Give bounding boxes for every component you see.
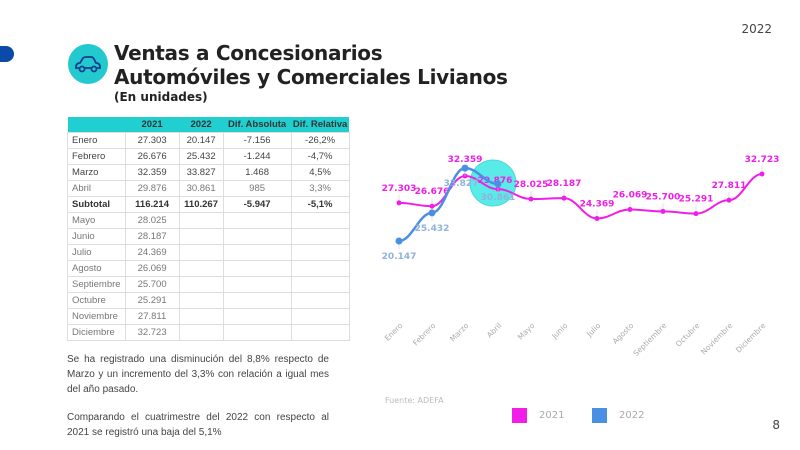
data-point (726, 197, 732, 203)
data-point (594, 216, 600, 222)
page-number: 8 (772, 418, 780, 432)
data-label: 33.827 (444, 179, 479, 189)
column-header: 2022 (179, 117, 224, 133)
x-tick-label: Septiembre (631, 321, 668, 358)
table-cell: Diciembre (67, 324, 126, 341)
table-row: Agosto 26.069 (67, 260, 350, 277)
column-header (67, 117, 126, 133)
year-label: 2022 (741, 22, 772, 36)
table-row: Febrero 26.676 25.432 -1.244 -4,7% (67, 148, 350, 165)
table-row: Mayo 28.025 (67, 212, 350, 229)
data-label: 20.147 (382, 252, 417, 262)
data-label: 25.432 (415, 224, 450, 234)
data-point (660, 208, 666, 214)
page-subtitle: (En unidades) (114, 90, 208, 104)
x-tick-label: Mayo (516, 321, 537, 342)
legend-swatch-2021 (512, 408, 527, 423)
data-point (429, 203, 435, 209)
title-line-2: Automóviles y Comerciales Livianos (114, 65, 508, 89)
x-tick-label: Enero (383, 321, 405, 343)
x-tick-label: Febrero (411, 321, 438, 348)
data-point (759, 171, 765, 177)
data-point (561, 195, 567, 201)
source-label: Fuente: ADEFA (385, 396, 444, 405)
column-header: 2021 (125, 117, 180, 133)
data-label: 30.861 (481, 193, 516, 203)
x-tick-label: Noviembre (699, 321, 735, 357)
x-tick-label: Junio (549, 321, 569, 341)
legend-label: 2021 (539, 410, 565, 421)
data-point (396, 200, 402, 206)
table-row: Octubre 25.291 (67, 292, 350, 309)
data-label: 32.359 (448, 155, 483, 165)
page-title: Ventas a Concesionarios Automóviles y Com… (114, 41, 508, 89)
data-label: 25.700 (646, 192, 681, 202)
table-cell (290, 324, 350, 341)
legend-item-2022: 2022 (592, 408, 644, 423)
note-paragraph-2: Comparando el cuatrimestre del 2022 con … (67, 412, 329, 438)
data-label: 26.069 (613, 190, 648, 200)
data-point (693, 211, 699, 217)
data-label: 26.676 (415, 187, 450, 197)
legend-item-2021: 2021 (512, 408, 564, 423)
table-row: Julio 24.369 (67, 244, 350, 261)
x-tick-label: Abril (485, 321, 503, 339)
x-tick-label: Diciembre (734, 321, 768, 355)
section-tab-decoration (0, 46, 14, 62)
data-label: 25.291 (679, 195, 714, 205)
data-label: 24.369 (580, 200, 615, 210)
data-point (428, 209, 436, 217)
legend-swatch-2022 (592, 408, 607, 423)
series-line-2022 (398, 166, 499, 243)
data-point (494, 180, 502, 188)
table-row: Noviembre 27.811 (67, 308, 350, 325)
sales-table: 2021 2022 Dif. Absoluta Dif. Relativa Enero… (67, 117, 350, 341)
legend-label: 2022 (619, 410, 645, 421)
table-row: Diciembre 32.723 (67, 324, 350, 341)
data-label: 28.187 (547, 179, 582, 189)
data-point (461, 164, 469, 172)
data-label: 29.876 (478, 176, 513, 186)
data-label: 28.025 (514, 180, 549, 190)
table-row: Subtotal 116.214 110.267 -5.947 -5,1% (67, 196, 350, 213)
x-tick-label: Agosto (611, 321, 636, 346)
title-line-1: Ventas a Concesionarios (114, 41, 383, 65)
data-point (627, 206, 633, 212)
x-tick-label: Julio (584, 321, 602, 339)
car-icon (68, 44, 108, 84)
column-header: Dif. Absoluta (223, 117, 292, 133)
table-cell: 32.723 (124, 324, 180, 341)
data-point (528, 196, 534, 202)
data-label: 27.303 (382, 184, 417, 194)
series-line-2021 (398, 173, 763, 220)
data-label: 32.723 (745, 155, 780, 165)
table-row: Junio 28.187 (67, 228, 350, 245)
data-label: 27.811 (712, 181, 747, 191)
column-header: Dif. Relativa (291, 117, 350, 133)
note-paragraph-1: Se ha registrado una disminución del 8,8… (67, 354, 329, 395)
data-point (395, 237, 403, 245)
x-tick-label: Octubre (674, 321, 702, 349)
x-tick-label: Marzo (448, 321, 471, 344)
table-cell: -4,7% (290, 148, 350, 165)
